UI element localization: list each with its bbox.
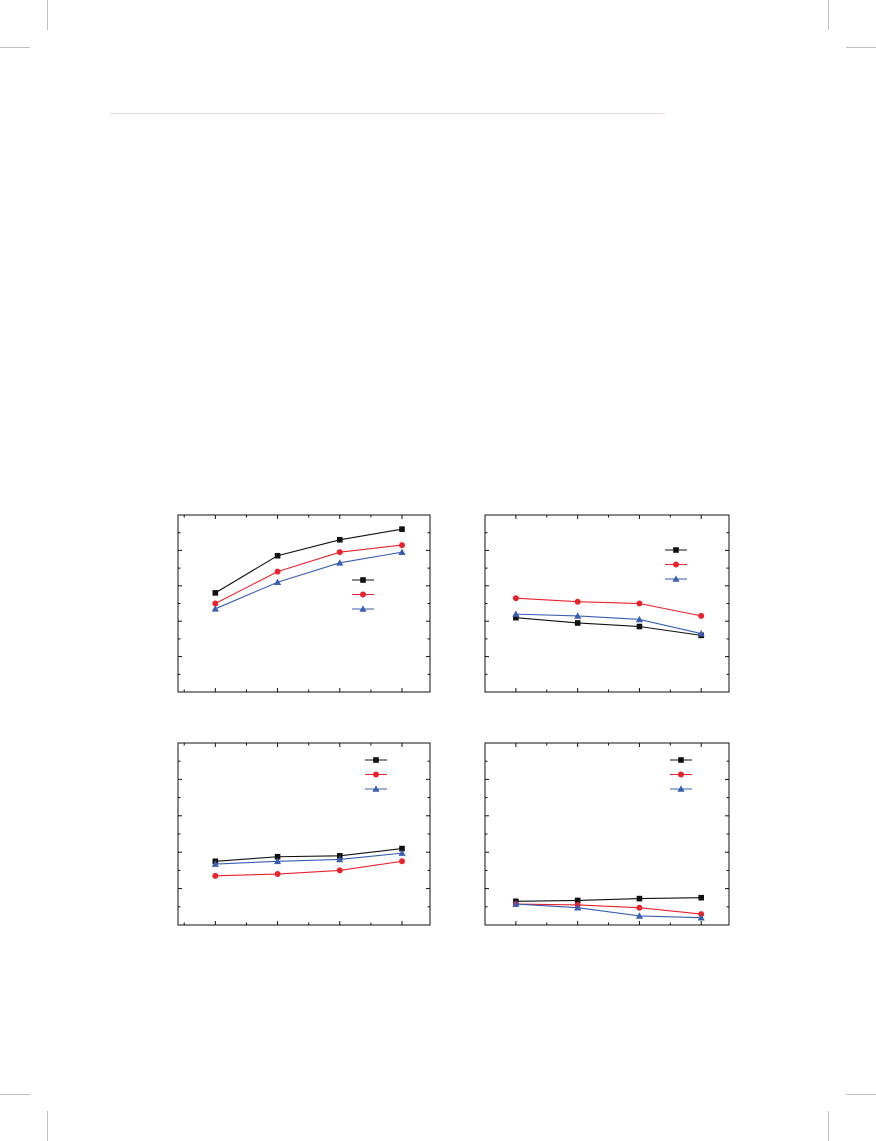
series-2-point bbox=[336, 549, 343, 556]
series-3-point bbox=[273, 857, 282, 865]
series-2-point bbox=[274, 871, 281, 878]
series-line-3 bbox=[215, 852, 403, 865]
series-line-2 bbox=[515, 903, 702, 915]
series-line-3 bbox=[215, 551, 403, 610]
series-2-point bbox=[698, 911, 705, 918]
series-3-point bbox=[211, 605, 219, 612]
crop-mark-bottom-left-v bbox=[47, 1111, 48, 1141]
crop-mark-top-right-h bbox=[846, 47, 876, 48]
series-2-point bbox=[212, 872, 219, 879]
crop-mark-bottom-left-h bbox=[0, 1094, 30, 1095]
series-1-point bbox=[574, 620, 581, 626]
series-1-point bbox=[513, 614, 519, 621]
legend-marker-1 bbox=[360, 577, 366, 583]
series-1-point bbox=[698, 894, 705, 901]
crop-mark-bottom-right-h bbox=[846, 1094, 876, 1095]
series-3-point bbox=[574, 904, 582, 911]
plot-frame bbox=[177, 742, 431, 926]
series-3-point bbox=[398, 849, 406, 856]
series-2-point bbox=[399, 542, 405, 549]
series-3-point bbox=[635, 615, 644, 623]
series-1-point bbox=[212, 590, 219, 596]
series-line-3 bbox=[515, 613, 702, 635]
series-3-point bbox=[697, 914, 705, 921]
series-line-1 bbox=[215, 848, 403, 862]
crop-mark-bottom-right-v bbox=[828, 1111, 829, 1141]
crop-mark-top-left-h bbox=[0, 47, 30, 48]
series-2-point bbox=[212, 600, 219, 607]
series-1-point bbox=[636, 895, 643, 902]
legend-marker-3 bbox=[372, 785, 380, 792]
series-2-point bbox=[574, 598, 581, 605]
header-rule bbox=[110, 113, 665, 114]
chart-panel-bottom-right bbox=[484, 742, 730, 926]
series-3-point bbox=[336, 855, 344, 863]
series-1-point bbox=[636, 623, 643, 630]
series-2-point bbox=[512, 595, 519, 602]
legend-marker-3 bbox=[359, 605, 367, 612]
chart-panel-top-left bbox=[177, 514, 431, 693]
series-2-point bbox=[336, 867, 343, 874]
series-2-point bbox=[698, 612, 705, 619]
crop-mark-top-left-v bbox=[47, 0, 48, 30]
legend-marker-1 bbox=[373, 757, 379, 763]
series-1-point bbox=[274, 552, 281, 559]
series-2-point bbox=[636, 600, 643, 607]
legend-marker-2 bbox=[673, 561, 679, 568]
series-2-point bbox=[399, 858, 405, 865]
series-line-2 bbox=[515, 597, 702, 617]
series-1-point bbox=[336, 853, 343, 859]
crop-mark-top-right-v bbox=[828, 0, 829, 30]
legend-marker-2 bbox=[373, 771, 379, 778]
series-line-1 bbox=[515, 897, 702, 902]
legend-marker-1 bbox=[673, 547, 679, 553]
series-2-point bbox=[636, 904, 643, 911]
series-2-point bbox=[274, 568, 281, 575]
series-line-1 bbox=[215, 528, 403, 594]
series-3-point bbox=[336, 559, 344, 566]
legend-marker-1 bbox=[678, 757, 684, 763]
legend-marker-3 bbox=[677, 785, 685, 792]
series-line-1 bbox=[515, 617, 702, 636]
chart-panel-top-right bbox=[484, 514, 730, 693]
series-line-2 bbox=[215, 544, 403, 604]
series-3-point bbox=[635, 912, 644, 919]
series-1-point bbox=[336, 536, 343, 543]
series-1-point bbox=[574, 897, 581, 904]
series-line-3 bbox=[515, 903, 702, 919]
legend-marker-3 bbox=[672, 575, 680, 582]
series-3-point bbox=[574, 612, 582, 619]
legend-marker-2 bbox=[678, 771, 684, 778]
legend-marker-2 bbox=[360, 591, 366, 598]
plot-frame bbox=[484, 514, 730, 693]
series-3-point bbox=[211, 860, 219, 867]
series-3-point bbox=[273, 578, 282, 586]
series-1-point bbox=[274, 853, 281, 860]
series-1-point bbox=[399, 845, 405, 852]
series-3-point bbox=[512, 610, 520, 617]
series-1-point bbox=[399, 526, 405, 532]
series-3-point bbox=[697, 629, 705, 637]
series-line-2 bbox=[215, 860, 403, 877]
series-3-point bbox=[512, 900, 520, 907]
series-3-point bbox=[398, 548, 406, 555]
chart-panel-bottom-left bbox=[177, 742, 431, 926]
